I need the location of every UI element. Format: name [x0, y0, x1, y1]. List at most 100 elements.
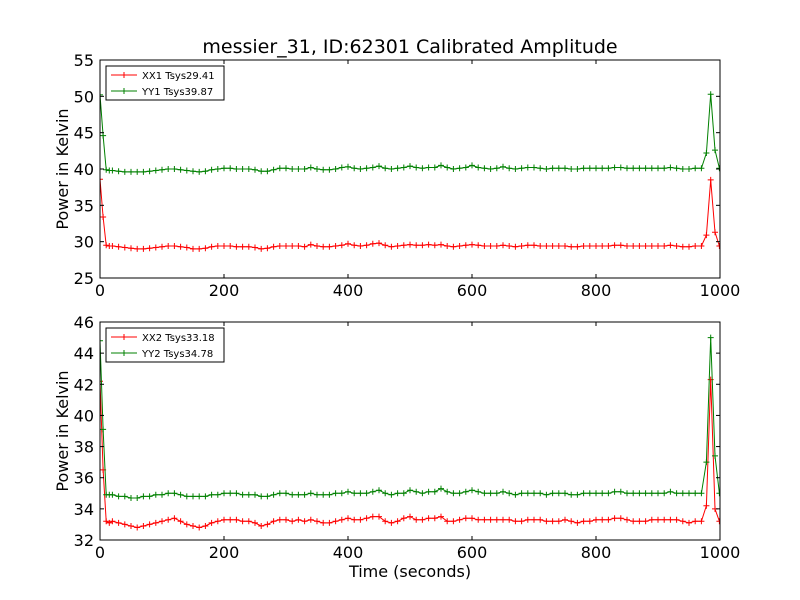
data-point [394, 165, 401, 172]
data-point [493, 243, 500, 249]
data-point [388, 243, 395, 250]
data-point [239, 518, 246, 525]
x-tick-label: 200 [209, 543, 240, 562]
data-point [345, 515, 351, 522]
data-point [586, 165, 593, 172]
data-point [152, 491, 159, 498]
data-point [202, 523, 209, 529]
data-point [679, 243, 686, 250]
data-point [134, 495, 141, 501]
data-point [617, 164, 624, 171]
data-point [177, 243, 184, 250]
data-point [146, 493, 153, 500]
data-point [686, 166, 692, 172]
x-tick-label: 800 [581, 543, 612, 562]
data-point [500, 516, 506, 523]
data-point [568, 491, 575, 498]
data-point [549, 243, 556, 249]
data-point [692, 490, 699, 497]
y-tick-label: 44 [74, 344, 94, 363]
data-point [617, 515, 624, 522]
data-point [134, 168, 141, 175]
data-point [444, 243, 451, 249]
data-point [673, 490, 680, 497]
data-point [289, 166, 296, 172]
data-point [537, 490, 544, 497]
data-point [196, 245, 203, 252]
data-point [295, 491, 302, 498]
data-point [326, 243, 333, 250]
data-point [221, 516, 227, 523]
data-point [481, 516, 488, 523]
x-tick-label: 200 [209, 281, 240, 300]
data-point [283, 516, 289, 523]
data-point [698, 243, 705, 249]
data-point [413, 488, 420, 495]
data-point [500, 488, 506, 495]
data-point [320, 243, 327, 250]
data-point [611, 242, 618, 249]
data-point [258, 493, 265, 500]
data-point [549, 165, 556, 172]
data-point [357, 516, 364, 523]
data-point [407, 513, 413, 520]
data-point [444, 518, 451, 525]
data-point [624, 243, 630, 249]
x-tick-label: 400 [333, 281, 364, 300]
legend-marker [121, 88, 127, 94]
data-point [307, 164, 314, 171]
data-point [202, 493, 209, 500]
data-point [506, 165, 513, 172]
data-point [128, 523, 134, 529]
data-point [400, 164, 407, 171]
data-point [326, 166, 333, 173]
data-point [109, 167, 116, 174]
data-point [208, 166, 215, 173]
data-point [146, 521, 153, 528]
data-point [252, 166, 258, 173]
data-point [183, 244, 190, 251]
data-point [283, 243, 289, 249]
legend-label: YY1 Tsys39.87 [141, 87, 213, 98]
data-point [413, 164, 420, 171]
data-point [716, 490, 720, 497]
data-point [183, 521, 190, 528]
y-tick-label: 55 [74, 51, 94, 70]
data-point [469, 515, 475, 522]
data-point [165, 490, 172, 497]
data-point [208, 519, 215, 526]
data-point [214, 243, 221, 249]
data-point [338, 242, 345, 249]
data-point [202, 245, 209, 252]
y-tick-label: 50 [74, 87, 94, 106]
x-tick-label: 600 [457, 281, 488, 300]
data-point [320, 166, 327, 173]
y-tick-label: 30 [74, 233, 94, 252]
data-point [562, 165, 568, 172]
data-point [586, 490, 593, 497]
data-point [524, 164, 531, 171]
data-point [146, 245, 153, 252]
data-point [673, 165, 680, 172]
data-point [450, 490, 457, 497]
data-point [252, 491, 258, 498]
data-point [624, 165, 630, 172]
data-point [270, 166, 277, 173]
data-point [599, 490, 606, 497]
data-point [611, 164, 618, 171]
data-point [357, 166, 364, 172]
data-point [555, 518, 562, 525]
data-point [580, 490, 587, 497]
data-point [456, 165, 463, 172]
data-point [146, 168, 153, 175]
x-tick-label: 0 [95, 281, 105, 300]
data-point [425, 164, 432, 171]
y-tick-label: 40 [74, 406, 94, 425]
y-tick-label: 42 [74, 375, 94, 394]
data-point [369, 240, 376, 247]
data-point [363, 515, 370, 522]
data-point [140, 245, 147, 252]
data-point [245, 491, 252, 498]
data-point [475, 516, 482, 523]
data-point [481, 165, 488, 172]
